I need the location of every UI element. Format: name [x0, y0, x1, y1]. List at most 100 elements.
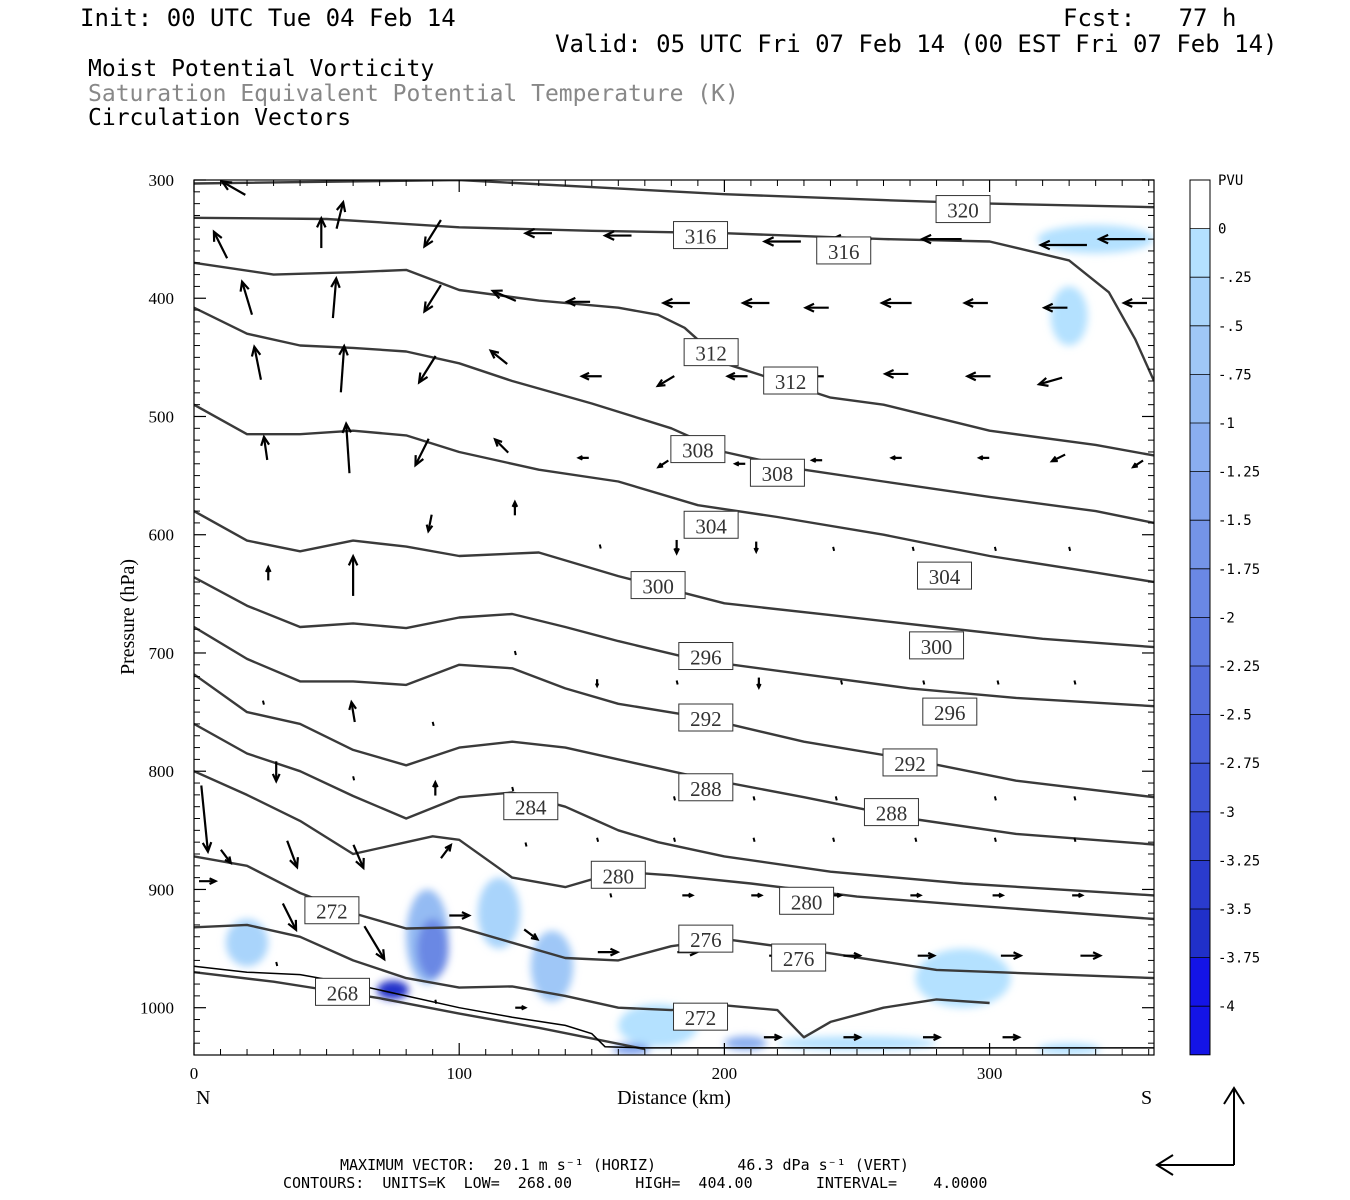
colorbar-label: -.25: [1218, 270, 1252, 286]
circulation-vector: [348, 699, 357, 723]
colorbar-swatch: [1190, 957, 1210, 1007]
x-tick-label: 0: [190, 1064, 199, 1083]
circulation-vector: [425, 514, 434, 534]
circulation-vector: [431, 721, 435, 727]
circulation-vector: [1130, 459, 1144, 469]
circulation-vector: [910, 892, 923, 899]
circulation-vector: [809, 457, 823, 463]
svg-text:296: 296: [690, 646, 722, 670]
colorbar-swatch: [1190, 714, 1210, 764]
circulation-vector: [352, 776, 356, 781]
svg-text:280: 280: [791, 890, 823, 914]
contour-label: 320: [935, 195, 991, 224]
svg-text:292: 292: [690, 707, 722, 731]
circulation-vector: [579, 371, 602, 381]
colorbar-swatch: [1190, 325, 1210, 375]
contour-label: 268: [315, 977, 371, 1006]
circulation-vector: [432, 779, 439, 796]
pv-blob: [724, 1036, 767, 1051]
max-vector-note: MAXIMUM VECTOR: 20.1 m s⁻¹ (HORIZ) 46.3 …: [340, 1156, 909, 1174]
y-tick-label: 400: [149, 289, 175, 308]
contour-label: 292: [678, 703, 734, 732]
contour-label: 316: [816, 236, 872, 265]
svg-text:316: 316: [828, 240, 860, 264]
pv-blob: [530, 930, 574, 1002]
svg-text:276: 276: [783, 947, 815, 971]
circulation-vector: [1002, 1033, 1022, 1042]
circulation-vector: [598, 544, 602, 549]
ground-line: [193, 965, 1154, 1049]
circulation-vector: [261, 700, 265, 705]
circulation-vector: [964, 371, 991, 382]
circulation-vector: [911, 546, 915, 552]
circulation-vector: [843, 951, 863, 960]
circulation-vector: [1068, 546, 1072, 552]
svg-text:288: 288: [690, 777, 722, 801]
x-tick-label: 200: [712, 1064, 738, 1083]
circulation-vector: [655, 375, 675, 388]
pv-blob: [1050, 286, 1088, 346]
circulation-vector: [275, 961, 279, 967]
circulation-vector: [260, 434, 271, 461]
svg-text:284: 284: [515, 796, 547, 820]
circulation-vector: [352, 844, 365, 871]
circulation-vector: [597, 947, 621, 957]
colorbar-swatch: [1190, 763, 1210, 812]
contour-284: [194, 722, 1154, 897]
pv-blob: [477, 877, 521, 949]
colorbar-swatch: [1190, 568, 1210, 618]
circulation-vector: [1073, 796, 1077, 801]
circulation-vector: [993, 796, 997, 801]
colorbar-swatch: [1190, 180, 1210, 229]
colorbar-label: -3: [1218, 805, 1235, 821]
contour-label: 280: [590, 860, 646, 889]
svg-text:304: 304: [695, 514, 727, 538]
circulation-vector: [423, 284, 442, 314]
colorbar-swatch: [1190, 666, 1210, 715]
svg-text:276: 276: [690, 928, 722, 952]
circulation-vector: [417, 355, 437, 385]
colorbar-label: -1: [1218, 416, 1235, 432]
circulation-vector: [993, 837, 997, 843]
x-tick-label: 300: [977, 1064, 1003, 1083]
colorbar-label: -1.75: [1218, 562, 1260, 578]
x-end-right: S: [1141, 1087, 1152, 1109]
circulation-vector: [440, 842, 453, 859]
contour-label: 308: [670, 435, 726, 464]
circulation-vector: [281, 902, 298, 933]
circulation-vector: [265, 564, 272, 581]
y-tick-label: 900: [149, 880, 175, 899]
circulation-vector: [993, 546, 997, 552]
circulation-vector: [673, 539, 680, 556]
colorbar-label: -3.5: [1218, 902, 1252, 918]
contour-316: [194, 216, 1154, 382]
contour-info: CONTOURS: UNITS=K LOW= 268.00 HIGH= 404.…: [283, 1174, 988, 1192]
circulation-vector: [889, 455, 902, 461]
contour-label: 280: [779, 886, 835, 915]
circulation-vector: [511, 499, 519, 516]
terrain-line: [193, 965, 1154, 1049]
circulation-vector: [602, 230, 632, 241]
circulation-vector: [660, 297, 690, 309]
contour-label: 296: [922, 697, 978, 726]
contour-label: 292: [882, 748, 938, 777]
circulation-vector: [490, 289, 517, 302]
colorbar-label: -3.25: [1218, 853, 1260, 869]
circulation-vector: [673, 837, 676, 843]
circulation-vector: [753, 541, 759, 555]
contour-label: 316: [673, 221, 729, 250]
circulation-vector: [423, 219, 442, 249]
contour-label: 276: [771, 943, 827, 972]
reference-vector: [1155, 1086, 1245, 1176]
circulation-vector: [732, 461, 746, 467]
circulation-vector: [1073, 680, 1077, 685]
circulation-vector: [914, 837, 918, 843]
circulation-vector: [286, 840, 299, 870]
contour-label: 272: [673, 1002, 729, 1031]
circulation-vector: [434, 999, 438, 1005]
colorbar-label: -.5: [1218, 319, 1243, 335]
forecast-hour: Fcst: 77 h: [1063, 4, 1237, 32]
svg-text:304: 304: [929, 565, 961, 589]
colorbar-swatch: [1190, 471, 1210, 521]
circulation-vector: [493, 437, 510, 454]
